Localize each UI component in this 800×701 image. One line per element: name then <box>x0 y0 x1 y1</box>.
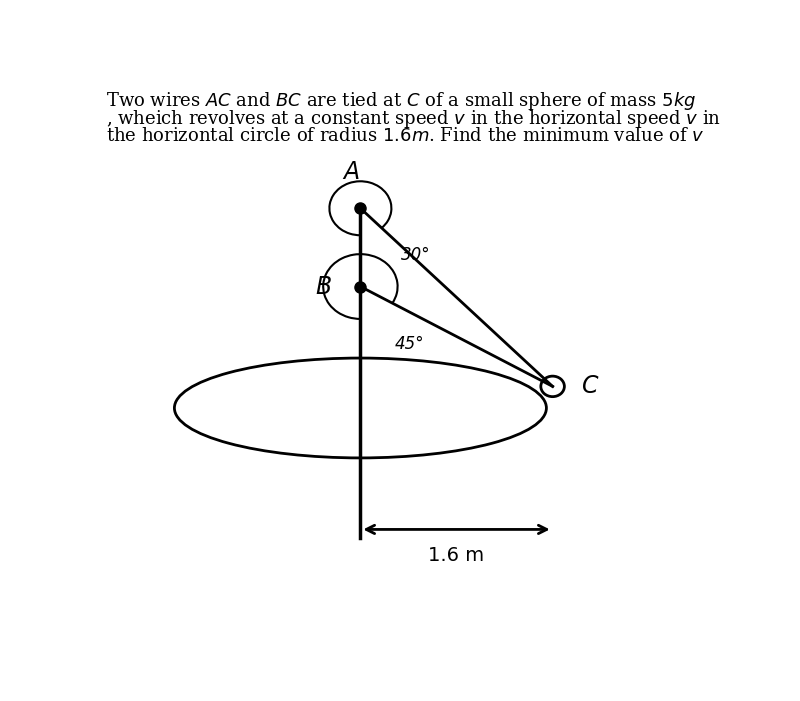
Text: 45°: 45° <box>394 335 424 353</box>
Text: the horizontal circle of radius $1.6m$. Find the minimum value of $v$: the horizontal circle of radius $1.6m$. … <box>106 128 705 145</box>
Text: 1.6 m: 1.6 m <box>429 545 485 564</box>
Text: Two wires $AC$ and $BC$ are tied at $C$ of a small sphere of mass $5kg$: Two wires $AC$ and $BC$ are tied at $C$ … <box>106 90 697 111</box>
Text: , wheich revolves at a constant speed $v$ in the horizontal speed $v$ in: , wheich revolves at a constant speed $v… <box>106 109 722 130</box>
Text: C: C <box>582 374 599 398</box>
Text: B: B <box>315 275 331 299</box>
Text: A: A <box>343 160 359 184</box>
Text: 30°: 30° <box>401 246 430 264</box>
